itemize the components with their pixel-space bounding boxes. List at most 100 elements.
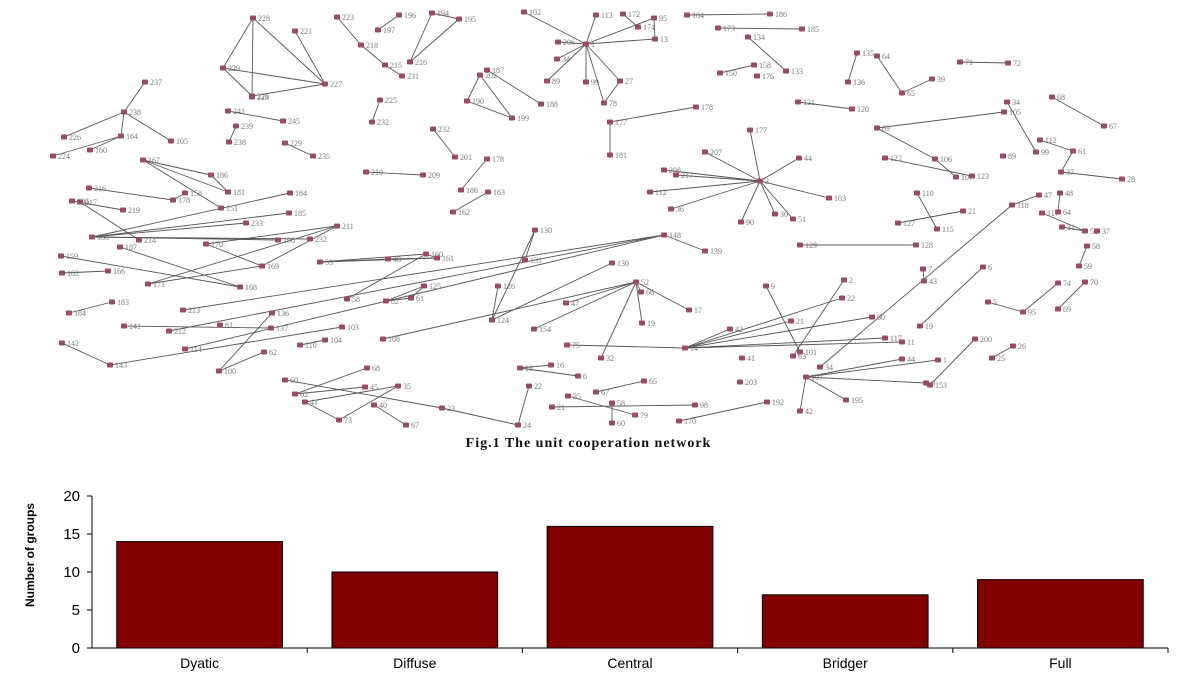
network-node-label: 212 bbox=[174, 327, 186, 336]
network-edge bbox=[294, 30, 326, 85]
network-edge bbox=[68, 301, 113, 314]
network-node-label: 44 bbox=[907, 355, 915, 364]
network-edge bbox=[91, 222, 247, 238]
network-node-label: 190 bbox=[283, 236, 295, 245]
network-node-label: 186 bbox=[466, 186, 478, 195]
network-node bbox=[544, 78, 550, 84]
network-node-label: 108 bbox=[388, 335, 400, 344]
network-node-label: 60 bbox=[877, 313, 885, 322]
network-edge bbox=[1039, 139, 1074, 152]
network-node-label: 218 bbox=[366, 41, 378, 50]
network-node-label: 206 bbox=[563, 38, 575, 47]
network-node-label: 153 bbox=[935, 381, 947, 390]
network-node bbox=[555, 39, 561, 45]
network-edge bbox=[649, 180, 761, 193]
network-edge bbox=[205, 225, 338, 245]
network-edge bbox=[519, 367, 579, 377]
network-node-label: 178 bbox=[701, 103, 713, 112]
network-node-label: 114 bbox=[190, 345, 202, 354]
network-node bbox=[972, 336, 978, 342]
network-node-label: 241 bbox=[233, 107, 245, 116]
network-node bbox=[960, 208, 966, 214]
network-node bbox=[249, 94, 255, 100]
bar-central bbox=[546, 525, 714, 649]
network-node-label: 71 bbox=[965, 58, 973, 67]
network-edge bbox=[1078, 245, 1088, 267]
network-node-label: 1 bbox=[591, 40, 595, 49]
network-node-label: 48 bbox=[1065, 189, 1073, 198]
network-node bbox=[142, 79, 148, 85]
network-node-label: 40 bbox=[379, 401, 387, 410]
network-node-label: 112 bbox=[655, 188, 667, 197]
network-node-label: 99 bbox=[1041, 148, 1049, 157]
network-edge bbox=[740, 180, 761, 223]
network-edge bbox=[556, 43, 587, 60]
network-edge bbox=[299, 339, 326, 346]
x-tick-labels: Dyatic Diffuse Central Bridger Full bbox=[180, 648, 1169, 671]
network-node bbox=[737, 379, 743, 385]
network-node bbox=[136, 237, 142, 243]
network-node bbox=[869, 314, 875, 320]
network-edge bbox=[168, 234, 665, 332]
network-node-label: 160 bbox=[431, 250, 443, 259]
network-node bbox=[421, 283, 427, 289]
network-node-label: 161 bbox=[442, 254, 454, 263]
network-edge bbox=[797, 101, 853, 110]
network-node bbox=[399, 73, 405, 79]
network-node-label: 148 bbox=[669, 231, 681, 240]
network-node bbox=[517, 365, 523, 371]
network-node-label: 219 bbox=[128, 206, 140, 215]
network-node-label: 166 bbox=[113, 267, 125, 276]
network-node-label: 177 bbox=[615, 118, 627, 127]
network-node-label: 69 bbox=[1063, 305, 1071, 314]
network-node bbox=[1058, 169, 1064, 175]
network-node bbox=[607, 152, 613, 158]
network-node bbox=[395, 383, 401, 389]
network-edge bbox=[759, 157, 800, 182]
network-node bbox=[1033, 149, 1039, 155]
network-edge bbox=[759, 180, 776, 215]
network-node bbox=[620, 11, 626, 17]
network-node-label: 95 bbox=[659, 14, 667, 23]
network-edge bbox=[142, 159, 229, 193]
network-edge bbox=[517, 385, 530, 426]
network-node-label: 51 bbox=[798, 215, 806, 224]
network-node bbox=[790, 216, 796, 222]
network-node bbox=[1037, 137, 1043, 143]
network-edge bbox=[222, 67, 253, 97]
y-axis-title: Number of groups bbox=[23, 503, 37, 607]
network-node-label: 186 bbox=[216, 171, 228, 180]
network-node-label: 227 bbox=[330, 80, 342, 89]
network-node-label: 34 bbox=[562, 55, 570, 64]
network-node-label: 168 bbox=[245, 283, 257, 292]
network-node-label: 216 bbox=[415, 58, 427, 67]
network-node-label: 60 bbox=[290, 376, 298, 385]
network-node-label: 1 bbox=[943, 356, 947, 365]
network-node bbox=[598, 355, 604, 361]
network-node-label: 101 bbox=[805, 348, 817, 357]
network-edge bbox=[252, 17, 326, 85]
network-node bbox=[772, 211, 778, 217]
network-node-label: 200 bbox=[980, 335, 992, 344]
network-node-label: 47 bbox=[571, 299, 579, 308]
network-node bbox=[715, 25, 721, 31]
network-node-label: 22 bbox=[534, 382, 542, 391]
network-edge bbox=[452, 191, 489, 213]
network-node-label: 105 bbox=[1009, 108, 1021, 117]
network-node-label: 130 bbox=[617, 259, 629, 268]
network-node bbox=[899, 90, 905, 96]
network-edge bbox=[1041, 212, 1086, 232]
network-node bbox=[803, 374, 809, 380]
network-node bbox=[464, 98, 470, 104]
network-node-label: 194 bbox=[437, 9, 449, 18]
network-node bbox=[515, 422, 521, 428]
network-node-label: 177 bbox=[755, 126, 767, 135]
network-node bbox=[727, 326, 733, 332]
network-node bbox=[87, 147, 93, 153]
network-node bbox=[380, 336, 386, 342]
network-node-label: 103 bbox=[347, 323, 359, 332]
network-edge bbox=[595, 380, 645, 393]
network-edge bbox=[1022, 282, 1059, 313]
network-edge bbox=[360, 44, 386, 66]
network-edge bbox=[304, 385, 399, 403]
